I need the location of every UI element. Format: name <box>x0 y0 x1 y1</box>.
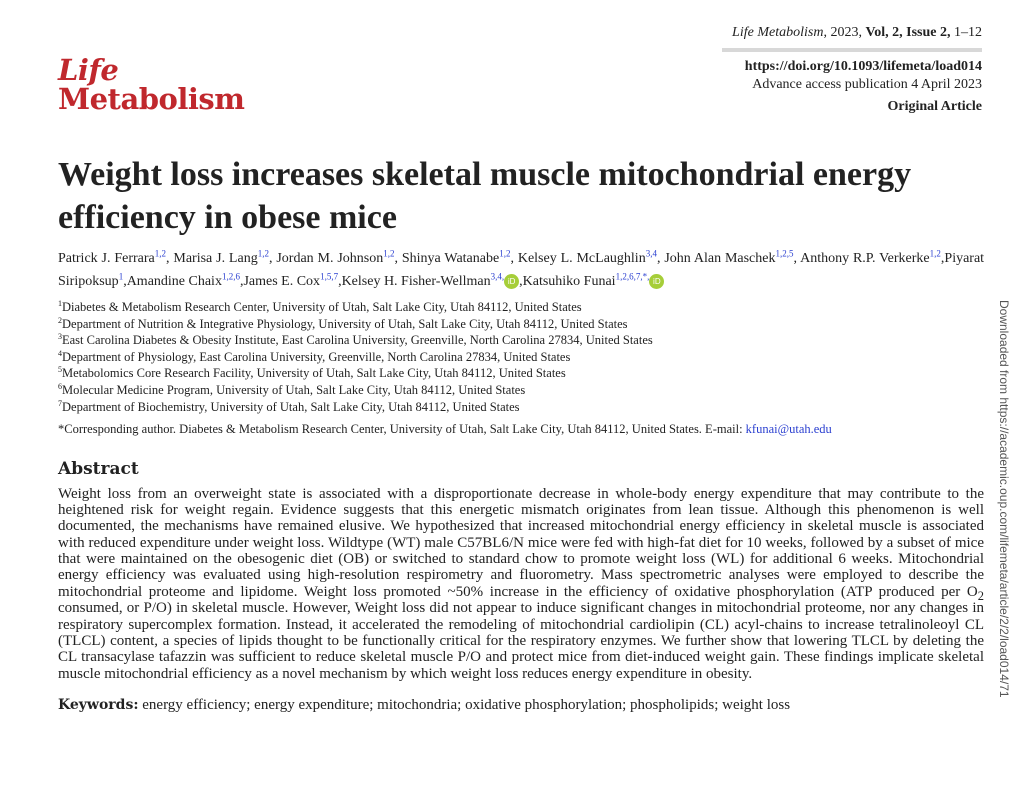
author[interactable]: Kelsey H. Fisher-Wellman3,4,iD <box>341 271 520 290</box>
corresponding-text: *Corresponding author. Diabetes & Metabo… <box>58 422 746 437</box>
author-name: Anthony R.P. Verkerke <box>800 251 930 266</box>
author-name: Patrick J. Ferrara <box>58 251 155 266</box>
author[interactable]: Piyarat Siripoksup1 <box>58 251 984 289</box>
author-name: Piyarat Siripoksup <box>58 251 985 289</box>
author-name: Katsuhiko Funai <box>522 274 616 289</box>
affiliation-item: 6Molecular Medicine Program, University … <box>58 382 984 399</box>
author-name: James E. Cox <box>243 274 321 289</box>
subscript: 2 <box>977 588 984 603</box>
author-affiliation: 1,2 <box>154 248 166 259</box>
corresponding-author: *Corresponding author. Diabetes & Metabo… <box>58 421 984 438</box>
abstract-part1: Weight loss from an overweight state is … <box>58 485 984 600</box>
author-name: Marisa J. Lang <box>173 251 258 266</box>
author[interactable]: Patrick J. Ferrara1,2 <box>58 248 166 266</box>
affiliation-item: 2Department of Nutrition & Integrative P… <box>58 316 984 333</box>
year: , 2023, <box>823 25 866 40</box>
journal-name: Life Metabolism <box>732 25 824 40</box>
affiliation-item: 5Metabolomics Core Research Facility, Un… <box>58 365 984 382</box>
keywords-label: Keywords: <box>58 696 139 713</box>
author-affiliation: 1,5,7 <box>320 271 339 282</box>
affiliation-item: 4Department of Physiology, East Carolina… <box>58 349 984 366</box>
author-list: Patrick J. Ferrara1,2, Marisa J. Lang1,2… <box>58 248 985 290</box>
author-affiliation: 1,2,6 <box>221 271 240 282</box>
article-front-matter: Weight loss increases skeletal muscle mi… <box>58 153 984 734</box>
affiliation-number: 3 <box>58 332 62 342</box>
author[interactable]: John Alan Maschek1,2,5 <box>664 248 794 266</box>
affiliation-text: Department of Physiology, East Carolina … <box>62 349 571 364</box>
author-affiliation: 3,4 <box>645 248 657 259</box>
author-affiliation: 1,2 <box>383 248 395 259</box>
affiliation-number: 1 <box>58 298 62 308</box>
abstract-heading: Abstract <box>58 458 139 479</box>
affiliation-item: 7Department of Biochemistry, University … <box>58 399 984 416</box>
article-type: Original Article <box>887 99 982 114</box>
author-name: Jordan M. Johnson <box>276 251 384 266</box>
journal-logo: Life Metabolism <box>58 53 245 116</box>
logo-line2: Metabolism <box>58 82 245 116</box>
advance-access: Advance access publication 4 April 2023 <box>752 77 982 92</box>
author-affiliation: 1,2,5 <box>775 248 794 259</box>
affiliation-text: Molecular Medicine Program, University o… <box>62 382 526 397</box>
author[interactable]: Katsuhiko Funai1,2,6,7,*,iD <box>522 271 665 290</box>
affiliations: 1Diabetes & Metabolism Research Center, … <box>58 299 984 415</box>
affiliation-number: 4 <box>58 348 62 358</box>
author-name: Kelsey L. McLaughlin <box>517 251 646 266</box>
author-affiliation: 1,2 <box>257 248 269 259</box>
download-watermark: Downloaded from https://academic.oup.com… <box>997 300 1011 698</box>
author-affiliation: 1,2 <box>499 248 511 259</box>
paper-title: Weight loss increases skeletal muscle mi… <box>58 156 912 236</box>
affiliation-number: 7 <box>58 398 62 408</box>
author-name: Kelsey H. Fisher-Wellman <box>341 274 491 289</box>
author[interactable]: Anthony R.P. Verkerke1,2 <box>800 248 941 266</box>
volume-issue: Vol, 2, Issue 2, <box>865 25 951 40</box>
logo-line1: Life <box>58 53 119 87</box>
author-affiliation: 1,2 <box>929 248 941 259</box>
affiliation-text: East Carolina Diabetes & Obesity Institu… <box>62 333 653 348</box>
author-name: Shinya Watanabe <box>401 251 500 266</box>
divider <box>722 48 982 52</box>
email-link[interactable]: kfunai@utah.edu <box>745 422 832 437</box>
orcid-icon[interactable]: iD <box>504 274 520 290</box>
author[interactable]: Jordan M. Johnson1,2 <box>276 248 395 266</box>
affiliation-item: 1Diabetes & Metabolism Research Center, … <box>58 299 984 316</box>
keywords: Keywords: energy efficiency; energy expe… <box>58 696 984 714</box>
affiliation-text: Department of Biochemistry, University o… <box>62 399 520 414</box>
affiliation-item: 3East Carolina Diabetes & Obesity Instit… <box>58 332 984 349</box>
author-affiliation: 3,4, <box>490 271 505 282</box>
author-name: John Alan Maschek <box>664 251 776 266</box>
doi-link[interactable]: https://doi.org/10.1093/lifemeta/load014 <box>744 59 982 74</box>
affiliation-number: 2 <box>58 315 62 325</box>
affiliation-text: Metabolomics Core Research Facility, Uni… <box>62 366 566 381</box>
author[interactable]: Shinya Watanabe1,2 <box>401 248 511 266</box>
author[interactable]: Kelsey L. McLaughlin3,4 <box>517 248 657 266</box>
affiliation-text: Diabetes & Metabolism Research Center, U… <box>62 300 582 314</box>
author[interactable]: Amandine Chaix1,2,6 <box>126 271 240 289</box>
affiliation-text: Department of Nutrition & Integrative Ph… <box>62 316 628 331</box>
abstract-part2: consumed, or P/O) in skeletal muscle. Ho… <box>58 600 984 682</box>
orcid-icon[interactable]: iD <box>649 274 665 290</box>
keywords-text: energy efficiency; energy expenditure; m… <box>138 696 791 713</box>
affiliation-number: 6 <box>58 381 62 391</box>
affiliation-number: 5 <box>58 365 62 375</box>
citation-header: Life Metabolism, 2023, Vol, 2, Issue 2, … <box>722 24 982 116</box>
author-name: Amandine Chaix <box>126 274 222 289</box>
abstract-text: Weight loss from an overweight state is … <box>58 486 984 682</box>
pages: 1–12 <box>950 25 982 40</box>
author-affiliation: 1 <box>118 271 124 282</box>
author[interactable]: James E. Cox1,5,7 <box>243 271 339 289</box>
author[interactable]: Marisa J. Lang1,2 <box>173 248 269 266</box>
author-affiliation: 1,2,6,7,*, <box>615 271 650 282</box>
